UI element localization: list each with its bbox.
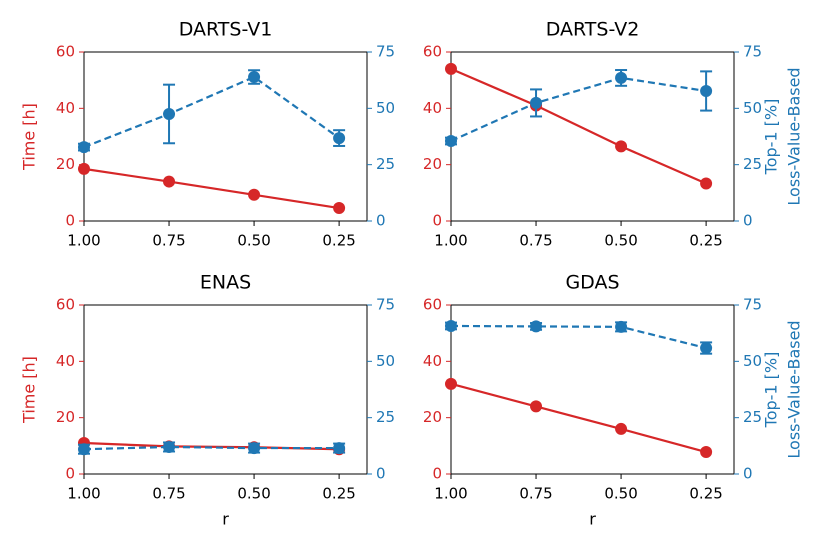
x-tick-label: 0.25 (322, 485, 355, 503)
x-tick-label: 0.25 (322, 232, 355, 250)
series-line (450, 76, 707, 143)
point (163, 107, 176, 120)
chart-title: DARTS-V2 (546, 19, 640, 41)
point (248, 442, 261, 455)
y2-tick-label: 50 (743, 99, 762, 117)
series-line (450, 67, 707, 185)
point (248, 71, 261, 84)
plot-frame (450, 51, 735, 222)
point (615, 422, 628, 435)
y-tick-label: 40 (423, 99, 442, 117)
y2-tick-label: 50 (376, 99, 395, 117)
point (445, 135, 457, 148)
point (248, 188, 261, 201)
x-tick-label: 1.00 (434, 485, 467, 503)
point (333, 442, 346, 455)
y2-axis-label: Loss-Value-Based (785, 320, 804, 458)
point (615, 320, 628, 333)
series-line (83, 445, 340, 451)
x-tick-label: 0.50 (604, 232, 637, 250)
point (78, 141, 90, 154)
x-tick-label: 0.75 (152, 232, 185, 250)
series-line (450, 324, 707, 350)
y-tick-label: 60 (423, 43, 442, 61)
x-axis-label: r (589, 510, 596, 529)
x-tick-label: 0.50 (604, 485, 637, 503)
chart-title: ENAS (200, 272, 251, 294)
y2-tick-label: 75 (743, 43, 762, 61)
series-line (83, 167, 340, 210)
plot-frame (83, 51, 368, 222)
point (333, 132, 346, 145)
x-tick-label: 0.75 (519, 232, 552, 250)
y2-tick-label: 25 (743, 155, 762, 173)
y-tick-label: 40 (56, 352, 75, 370)
y2-tick-label: 0 (376, 212, 386, 230)
point (163, 440, 176, 453)
y-axis-label: Time [h] (20, 356, 39, 424)
point (700, 84, 713, 97)
y2-tick-label: 25 (743, 408, 762, 426)
y-tick-label: 60 (56, 43, 75, 61)
y-tick-label: 0 (432, 212, 442, 230)
y-tick-label: 0 (432, 465, 442, 483)
x-tick-label: 0.25 (689, 485, 722, 503)
point (615, 71, 628, 84)
y2-tick-label: 75 (376, 43, 395, 61)
chart-title: DARTS-V1 (179, 19, 273, 41)
point (700, 342, 713, 355)
y-tick-label: 40 (423, 352, 442, 370)
y2-tick-label: 25 (376, 155, 395, 173)
x-tick-label: 0.50 (237, 232, 270, 250)
point (333, 202, 346, 215)
x-tick-label: 0.50 (237, 485, 270, 503)
chart-title: GDAS (565, 272, 619, 294)
point (445, 319, 457, 332)
point (445, 62, 457, 75)
y-tick-label: 20 (423, 155, 442, 173)
series-line (83, 75, 340, 149)
y2-tick-label: 75 (743, 296, 762, 314)
y2-tick-label: 0 (743, 465, 753, 483)
point (163, 175, 176, 188)
point (530, 320, 543, 333)
point (700, 177, 713, 190)
point (78, 443, 90, 456)
x-tick-label: 1.00 (434, 232, 467, 250)
y-axis-label: Time [h] (20, 103, 39, 171)
y-tick-label: 20 (423, 408, 442, 426)
point (530, 96, 543, 109)
y2-tick-label: 50 (376, 352, 395, 370)
y2-tick-label: 75 (376, 296, 395, 314)
y2-axis-label: Top-1 [%] (762, 99, 781, 176)
y2-tick-label: 0 (743, 212, 753, 230)
y2-axis-label: Top-1 [%] (762, 352, 781, 429)
point (700, 446, 713, 459)
y-tick-label: 40 (56, 99, 75, 117)
y-tick-label: 20 (56, 155, 75, 173)
x-tick-label: 0.25 (689, 232, 722, 250)
point (445, 377, 457, 390)
y-tick-label: 0 (65, 212, 75, 230)
x-tick-label: 1.00 (67, 232, 100, 250)
point (78, 162, 90, 175)
y2-tick-label: 50 (743, 352, 762, 370)
x-tick-label: 1.00 (67, 485, 100, 503)
y2-tick-label: 0 (376, 465, 386, 483)
y-tick-label: 60 (423, 296, 442, 314)
y-tick-label: 60 (56, 296, 75, 314)
y-tick-label: 20 (56, 408, 75, 426)
x-tick-label: 0.75 (152, 485, 185, 503)
y2-tick-label: 25 (376, 408, 395, 426)
series-line (450, 382, 707, 454)
x-axis-label: r (222, 510, 229, 529)
point (615, 140, 628, 153)
point (530, 400, 543, 413)
plot-frame (83, 304, 368, 475)
y2-axis-label: Loss-Value-Based (785, 67, 804, 205)
x-tick-label: 0.75 (519, 485, 552, 503)
y-tick-label: 0 (65, 465, 75, 483)
